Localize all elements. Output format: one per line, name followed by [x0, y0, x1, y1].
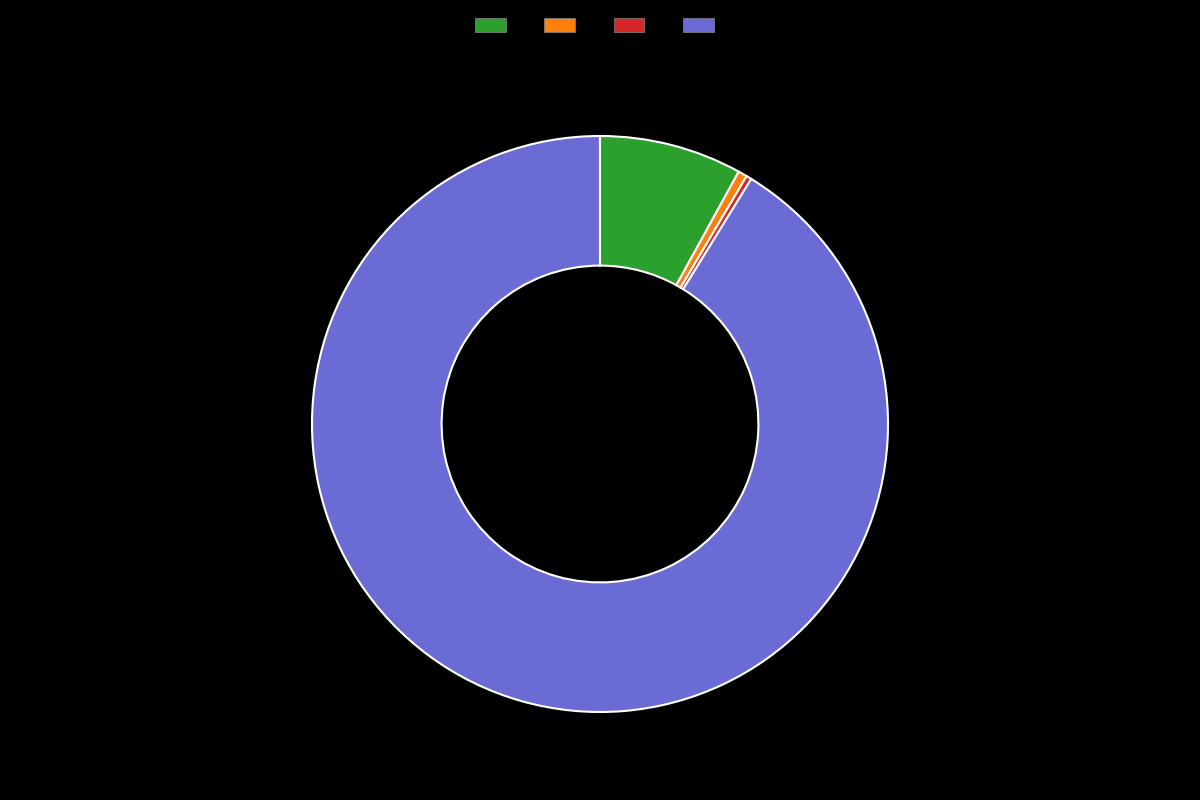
Legend: , , , : , , ,: [470, 14, 730, 37]
Wedge shape: [312, 136, 888, 712]
Wedge shape: [680, 176, 751, 290]
Wedge shape: [677, 172, 746, 288]
Wedge shape: [600, 136, 739, 285]
